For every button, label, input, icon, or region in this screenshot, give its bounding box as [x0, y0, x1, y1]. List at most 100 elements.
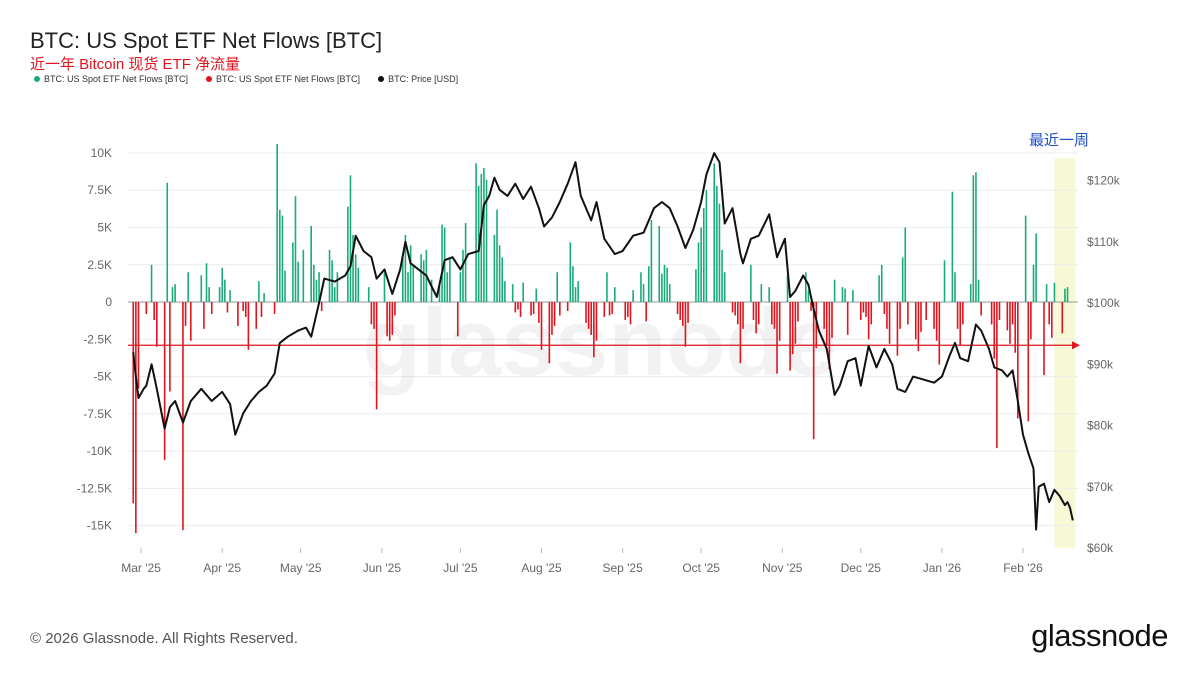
flow-bar — [773, 302, 776, 329]
flow-bar — [859, 302, 862, 320]
flow-bar — [870, 302, 873, 325]
chart-canvas[interactable]: glassnode 10K 7.5K 5K 2.5K 0 -2.5K -5K -7.5K -10… — [0, 0, 1200, 600]
flow-bar — [237, 302, 239, 326]
flow-bar — [171, 287, 174, 303]
flow-bar — [972, 175, 975, 303]
flow-bar — [336, 272, 339, 303]
flow-bar — [438, 284, 441, 303]
flow-bar — [865, 302, 867, 317]
flow-bar — [682, 302, 684, 326]
flow-bar — [493, 234, 496, 303]
flow-bar — [794, 302, 797, 344]
flow-bar — [1048, 302, 1051, 325]
flow-bar — [702, 208, 705, 303]
flow-bar — [1006, 302, 1009, 331]
flow-bar — [812, 302, 815, 440]
flow-bar — [1053, 282, 1056, 303]
flow-bar — [244, 302, 247, 317]
flow-bar — [302, 249, 305, 303]
flow-bar — [679, 302, 682, 320]
flow-bar — [535, 288, 538, 303]
flow-bar — [1030, 302, 1032, 340]
flow-bar — [831, 302, 833, 338]
x-tick-label: Aug '25 — [521, 561, 562, 575]
flow-bar — [315, 279, 318, 303]
flow-bar — [548, 302, 551, 364]
flow-bar — [1064, 288, 1066, 303]
flow-bar — [190, 302, 192, 341]
flow-bar — [883, 302, 886, 314]
flow-bar — [888, 302, 891, 344]
flow-bar — [409, 245, 412, 303]
flow-bar — [805, 272, 807, 303]
flow-bar — [956, 302, 959, 329]
x-axis-ticks: Mar '25 Apr '25 May '25 Jun '25 Jul '25 Aug '… — [121, 548, 1043, 575]
flow-bar — [404, 234, 407, 303]
x-tick-label: Jan '26 — [923, 561, 962, 575]
flow-bar — [328, 249, 331, 303]
flow-bar — [532, 302, 535, 314]
flow-bar — [446, 272, 449, 303]
flow-bar — [980, 302, 982, 316]
flow-bar — [650, 220, 653, 303]
flow-bar — [163, 302, 166, 461]
flow-bar — [373, 302, 375, 329]
flow-bar — [846, 302, 849, 335]
flow-bar — [182, 302, 184, 531]
copyright: © 2026 Glassnode. All Rights Reserved. — [30, 630, 298, 647]
flow-bar — [320, 302, 323, 311]
right-tick-label: $100k — [1087, 296, 1121, 310]
flow-bar — [430, 279, 433, 303]
legend-item-price[interactable]: BTC: Price [USD] — [378, 74, 458, 84]
glassnode-logo[interactable]: glassnode — [1031, 618, 1168, 653]
flow-bar — [996, 302, 998, 449]
flow-bar — [294, 196, 297, 303]
flow-bar — [904, 227, 907, 303]
flow-bar — [135, 302, 137, 534]
flow-bar — [587, 302, 590, 329]
flow-bar — [456, 302, 459, 337]
flow-bar — [242, 302, 244, 311]
left-tick-label: -5K — [93, 370, 112, 384]
flow-bar — [828, 302, 831, 370]
flow-bar — [511, 284, 514, 303]
flow-bar — [676, 302, 679, 314]
legend-item-outflow[interactable]: BTC: US Spot ETF Net Flows [BTC] — [206, 74, 360, 84]
flow-bar — [485, 179, 488, 303]
flow-bar — [318, 272, 320, 303]
legend-item-inflow[interactable]: BTC: US Spot ETF Net Flows [BTC] — [34, 74, 188, 84]
watermark: glassnode — [363, 289, 838, 396]
flow-bar — [574, 287, 577, 303]
flow-bar — [475, 163, 477, 303]
flow-bar — [878, 275, 880, 303]
flow-bar — [723, 272, 726, 303]
flow-bar — [739, 302, 742, 364]
flow-bar — [642, 284, 645, 303]
flow-bars — [132, 144, 1069, 534]
left-tick-label: 10K — [91, 146, 112, 160]
flow-bar — [778, 302, 781, 341]
flow-bar — [629, 302, 632, 325]
flow-bar — [791, 302, 794, 355]
flow-bar — [224, 279, 226, 303]
right-tick-label: $120k — [1087, 174, 1121, 188]
flow-bar — [210, 302, 213, 314]
flow-bar — [969, 284, 972, 303]
flow-bar — [504, 281, 506, 303]
flow-bar — [260, 302, 263, 317]
flow-bar — [263, 293, 265, 303]
flow-bar — [514, 302, 517, 313]
flow-bar — [577, 281, 579, 303]
flow-bar — [297, 261, 299, 303]
flow-bar — [205, 263, 208, 303]
flow-bar — [566, 302, 569, 311]
flow-bar — [187, 272, 189, 303]
flow-bar — [153, 302, 155, 320]
flow-bar — [867, 302, 870, 340]
left-tick-label: 5K — [97, 221, 112, 235]
flow-bar — [572, 266, 574, 303]
x-tick-label: Nov '25 — [762, 561, 803, 575]
flow-bar — [734, 302, 736, 316]
reference-line-arrow — [1072, 341, 1080, 350]
flow-bar — [658, 226, 661, 303]
